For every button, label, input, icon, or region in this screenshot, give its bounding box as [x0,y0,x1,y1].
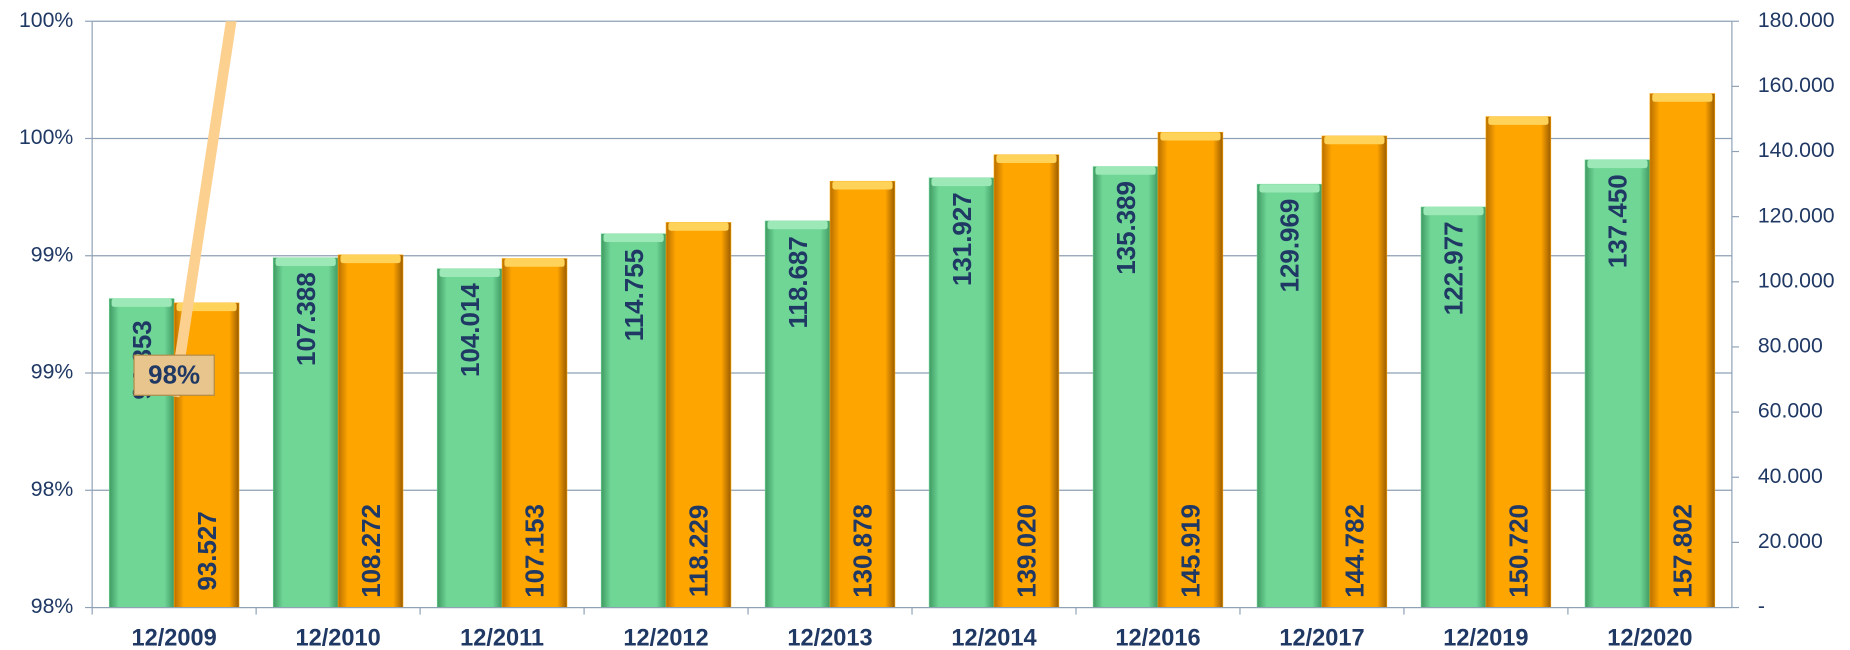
bar-cap [668,222,729,231]
bar [436,268,503,608]
bar-cap [504,258,565,267]
bar [1157,131,1224,608]
data-label: 114.755 [621,249,649,341]
data-label: 130.878 [850,504,878,598]
bar-cap [996,154,1057,163]
bar [665,222,732,608]
y-tick-label: 100% [19,126,73,149]
bar-cap [340,254,401,264]
x-tick-label: 12/2020 [1607,625,1692,650]
bar-cap [111,298,172,307]
bar [108,298,175,608]
data-label: 118.687 [785,236,813,328]
bar-cap [931,177,992,187]
bar [1420,206,1487,608]
y2-tick-label: 40.000 [1758,465,1823,488]
bar-cap [1160,132,1221,141]
bar [1256,183,1323,608]
data-label: 137.450 [1605,174,1633,268]
data-label-box [133,354,215,396]
data-label: 139.020 [1014,504,1042,598]
y2-tick-label: 180.000 [1758,9,1835,32]
line [168,21,237,398]
bar-cap [275,257,336,267]
data-label: 135.389 [1113,181,1141,275]
bar [1321,135,1388,608]
data-label: 98% [148,361,200,389]
y2-tick-label: 20.000 [1758,530,1823,553]
data-label: 93.527 [194,511,222,590]
bar-cap [1587,159,1648,169]
data-label: 107.153 [522,504,550,598]
bar-cap [1095,166,1156,175]
bar [1485,116,1552,608]
x-tick-label: 12/2009 [132,625,217,650]
x-tick-label: 12/2016 [1115,625,1200,650]
y2-tick-label: 160.000 [1758,74,1835,97]
data-label: 144.782 [1342,504,1370,598]
bar-cap [1423,206,1484,216]
data-label: 131.927 [949,192,977,286]
bar [501,258,568,608]
bar-cap [832,181,893,190]
data-label: 157.802 [1670,504,1698,598]
bar-cap [603,233,664,243]
bar [928,177,995,608]
data-label: 104.014 [457,283,485,377]
y2-tick-label: 140.000 [1758,139,1835,162]
bar-cap [1324,135,1385,145]
y-tick-label: 98% [31,478,74,501]
x-tick-label: 12/2014 [951,625,1036,650]
y-tick-label: 100% [19,9,73,32]
y-tick-label: 99% [31,243,74,266]
x-tick-label: 12/2013 [787,625,872,650]
y2-tick-label: - [1758,595,1765,618]
x-tick-label: 12/2012 [623,625,708,650]
line-clip [168,21,237,398]
bar [764,220,831,608]
bar [829,180,896,608]
data-label: 129.969 [1277,199,1305,293]
bar [600,233,667,608]
data-label: 122.977 [1441,221,1469,315]
bar [1092,166,1159,608]
y-tick-label: 98% [31,595,74,618]
bar-cap [1652,93,1713,102]
data-label: 145.919 [1178,504,1206,598]
data-label: 150.720 [1506,504,1534,598]
y-tick-label: 99% [31,361,74,384]
y2-tick-label: 80.000 [1758,335,1823,358]
y2-tick-label: 120.000 [1758,204,1835,227]
y2-tick-label: 60.000 [1758,400,1823,423]
bar-cap [767,220,828,230]
bar-cap [1488,116,1549,125]
x-tick-label: 12/2011 [460,625,544,650]
bar [272,257,339,608]
x-tick-label: 12/2010 [295,625,380,650]
bar-cap [439,268,500,277]
x-tick-label: 12/2017 [1279,625,1364,650]
bar [337,254,404,608]
bar [1649,93,1716,608]
bar [993,154,1060,608]
data-label: 107.388 [293,272,321,366]
data-label: 118.229 [686,505,714,597]
x-tick-label: 12/2019 [1443,625,1528,650]
y2-tick-label: 100.000 [1758,269,1835,292]
bar-cap [1259,184,1320,193]
data-label: 108.272 [358,504,386,598]
